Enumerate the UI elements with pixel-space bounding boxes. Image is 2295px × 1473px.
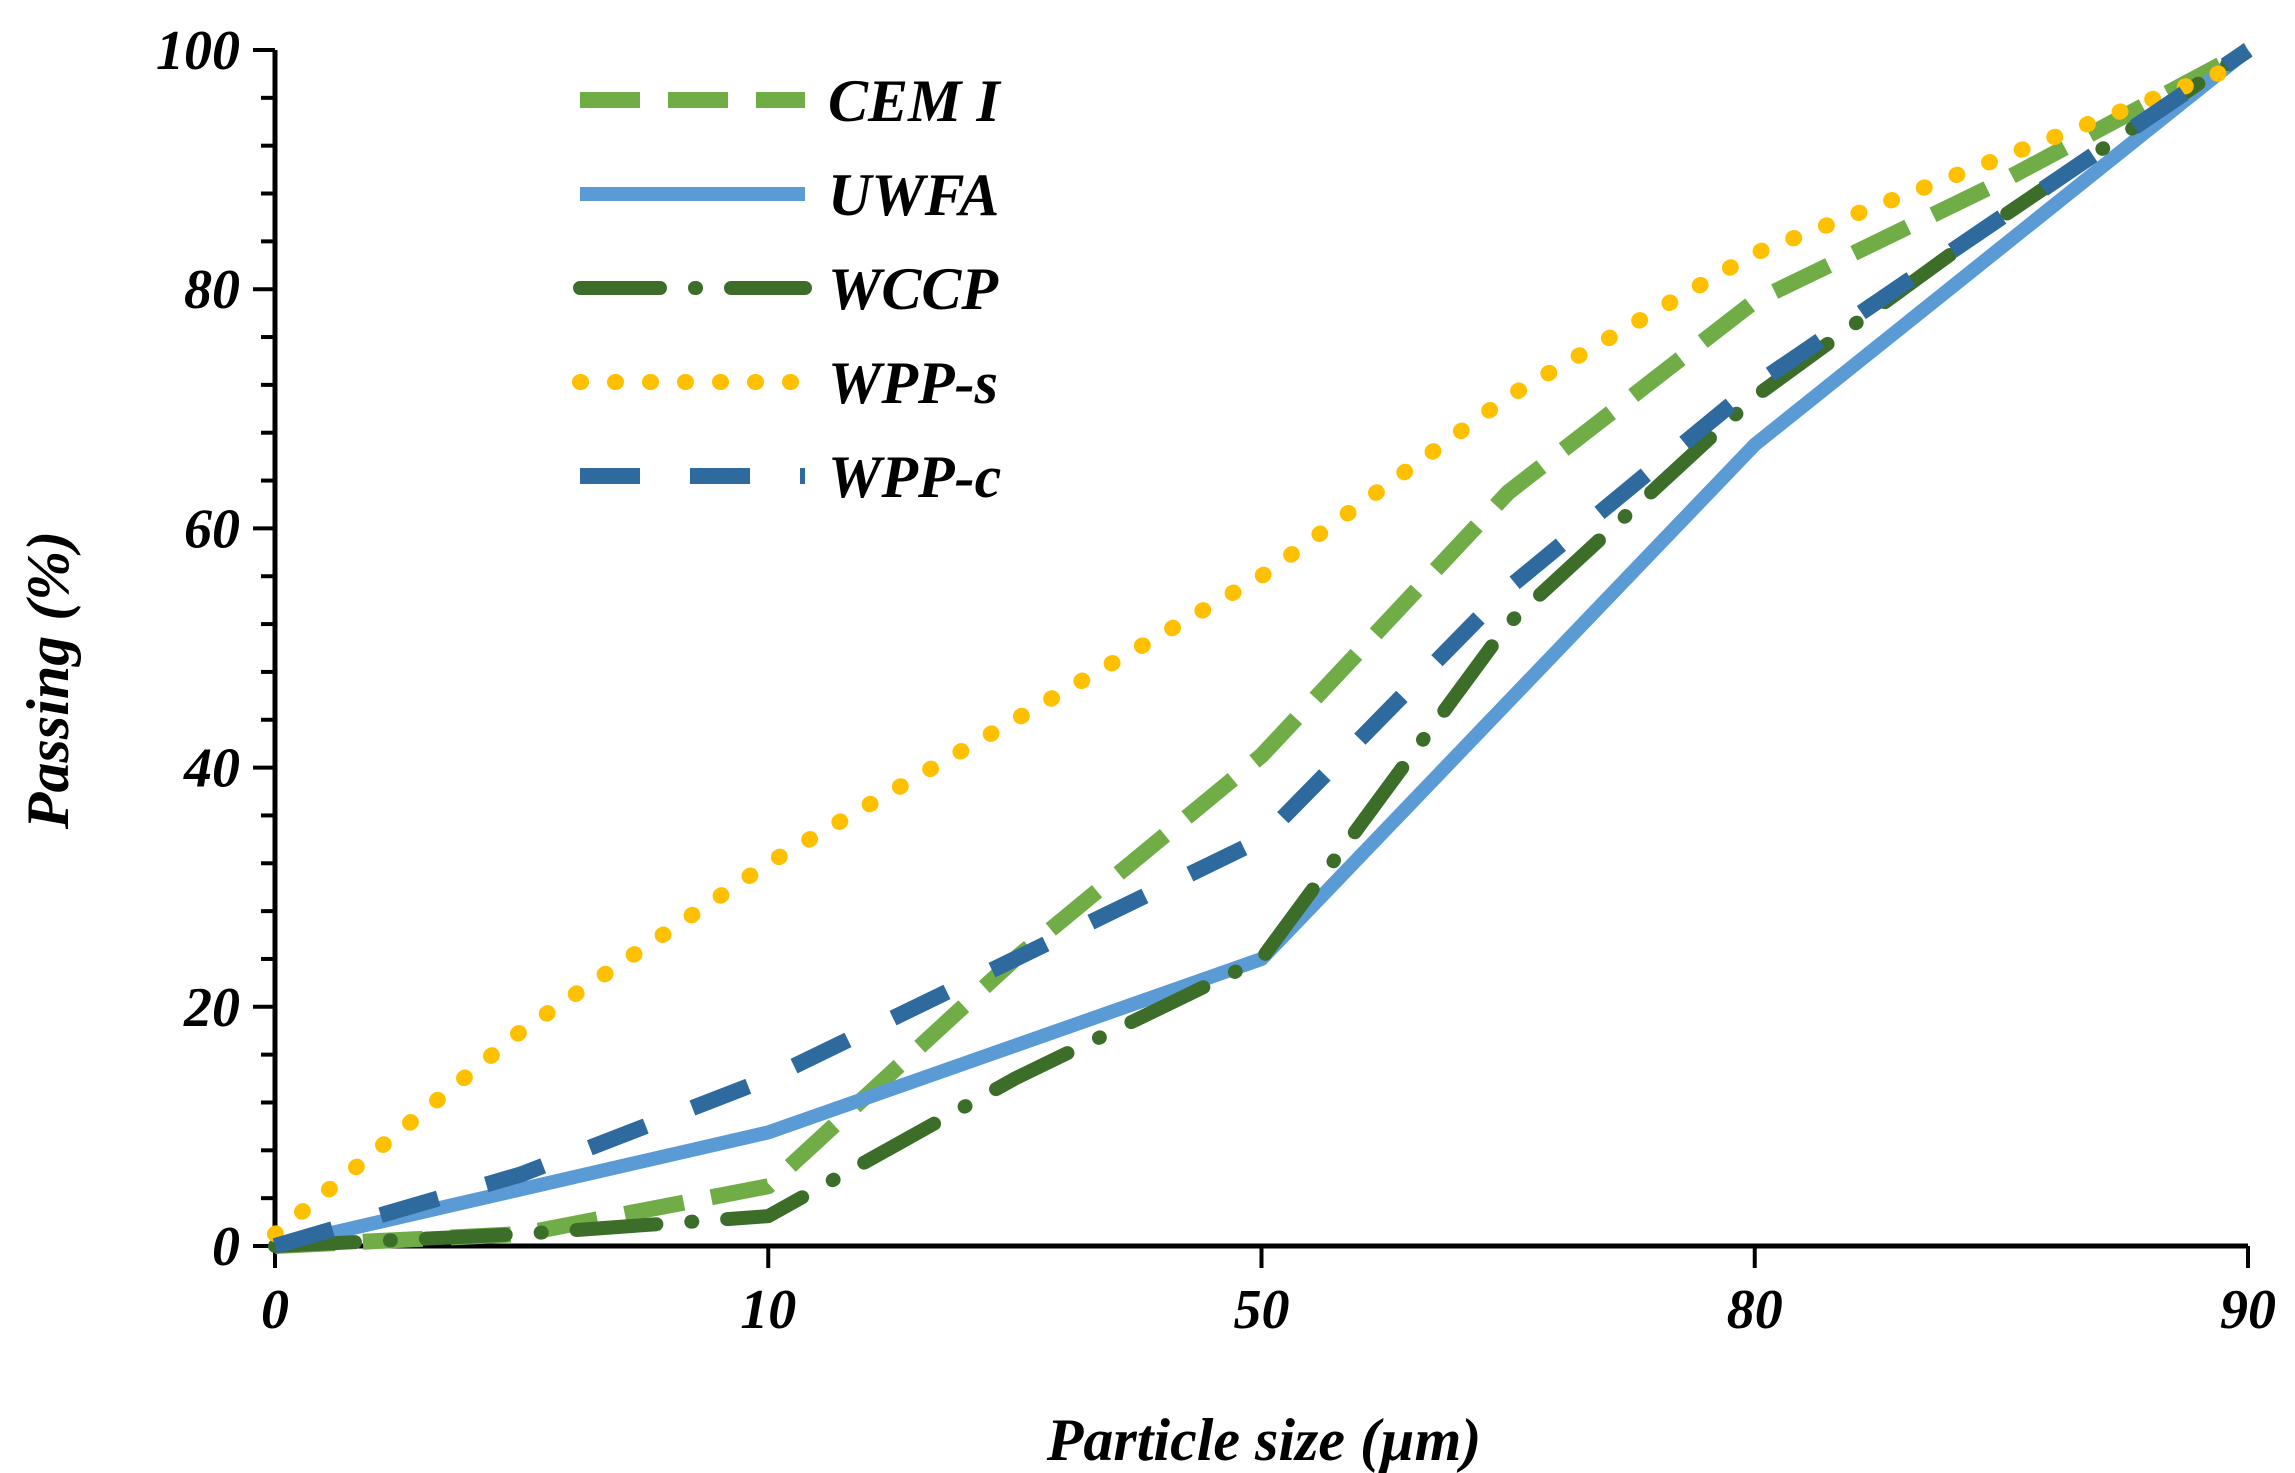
x-axis-title: Particle size (µm) <box>1046 1407 1481 1473</box>
y-tick-label: 0 <box>212 1216 240 1278</box>
x-tick-label: 50 <box>1234 1279 1290 1341</box>
y-tick-labels: 0 20 40 60 80 100 <box>156 20 240 1278</box>
series-line-wpp-c <box>272 43 2253 1254</box>
y-tick-label: 40 <box>183 738 240 800</box>
series-line-uwfa <box>273 44 2253 1253</box>
x-tick-label: 80 <box>1727 1279 1783 1341</box>
y-tick-label: 100 <box>156 20 240 82</box>
series-line-cem-i <box>274 42 2252 1254</box>
x-tick-labels: 0 10 50 80 90 <box>261 1279 2276 1341</box>
legend-label: WPP-s <box>828 350 998 416</box>
x-tick-label: 0 <box>261 1279 289 1341</box>
series-line-wpp-s <box>267 54 2256 1242</box>
series-layer <box>267 42 2256 1254</box>
legend-label: WPP-c <box>828 444 1001 510</box>
x-tick-label: 90 <box>2220 1279 2276 1341</box>
series-line-wccp <box>268 43 2255 1253</box>
axes <box>253 48 2250 1268</box>
legend: CEM I UWFA WCCP WPP-s WPP-c <box>572 68 1002 510</box>
x-tick-label: 10 <box>740 1279 796 1341</box>
legend-label: WCCP <box>828 256 999 322</box>
y-tick-label: 60 <box>184 498 240 560</box>
y-axis-title: Passing (%) <box>15 531 81 830</box>
y-tick-label: 20 <box>183 977 240 1039</box>
legend-label: CEM I <box>828 68 1002 134</box>
legend-label: UWFA <box>828 162 999 228</box>
y-tick-label: 80 <box>184 259 240 321</box>
